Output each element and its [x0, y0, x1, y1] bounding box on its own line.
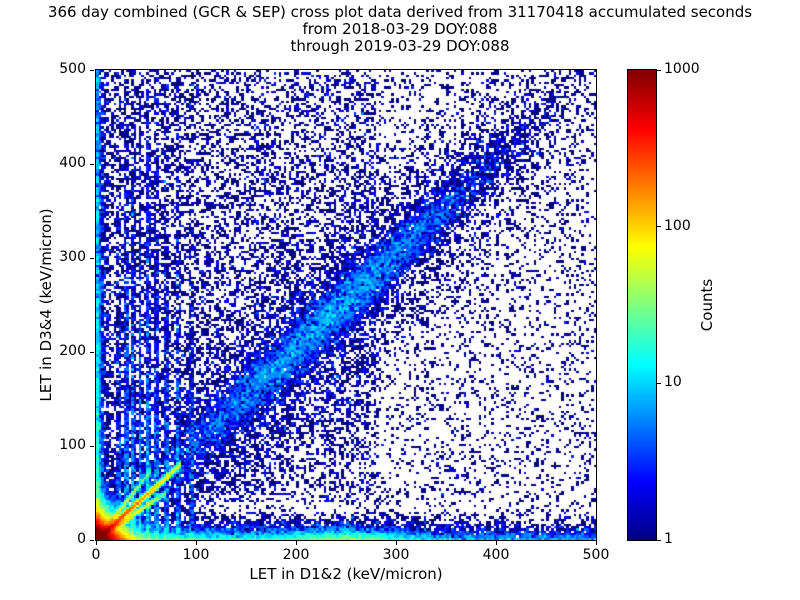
colorbar-tick-label: 100 [664, 217, 691, 234]
crossplot-canvas [96, 70, 596, 540]
y-tick-label: 200 [59, 343, 86, 359]
title-line-2: from 2018-03-29 DOY:088 [302, 20, 498, 38]
colorbar-label: Counts [698, 278, 716, 332]
y-tick-mark [90, 257, 94, 259]
x-tick-mark [195, 541, 197, 545]
colorbar-tick-mark [657, 539, 661, 541]
title-line-3: through 2019-03-29 DOY:088 [290, 37, 510, 55]
y-tick-label: 400 [59, 155, 86, 171]
x-tick-label: 200 [282, 547, 310, 563]
x-tick-mark [295, 541, 297, 545]
y-tick-mark [90, 445, 94, 447]
x-tick-label: 300 [382, 547, 410, 563]
x-tick-label: 400 [482, 547, 510, 563]
y-tick-label: 300 [59, 249, 86, 265]
colorbar-tick-label: 1000 [664, 61, 700, 77]
colorbar-tick-label: 1 [664, 531, 673, 547]
x-tick-mark [595, 541, 597, 545]
x-tick-mark [495, 541, 497, 545]
x-axis-label: LET in D1&2 (keV/micron) [249, 565, 443, 583]
title-line-1: 366 day combined (GCR & SEP) cross plot … [47, 3, 753, 21]
x-tick-label: 100 [182, 547, 210, 563]
chart-title: 366 day combined (GCR & SEP) cross plot … [0, 4, 800, 55]
x-tick-mark [395, 541, 397, 545]
colorbar-tick-label: 10 [664, 374, 682, 391]
y-tick-mark [90, 163, 94, 165]
x-tick-label: 0 [91, 547, 101, 563]
colorbar [627, 69, 657, 541]
colorbar-tick-mark [657, 382, 661, 384]
x-tick-label: 500 [582, 547, 610, 563]
y-tick-label: 100 [59, 437, 86, 453]
y-tick-mark [90, 539, 94, 541]
y-tick-mark [90, 69, 94, 71]
plot-area [95, 69, 597, 541]
y-tick-label: 500 [59, 61, 86, 77]
x-tick-mark [95, 541, 97, 545]
colorbar-tick-mark [657, 226, 661, 228]
y-tick-mark [90, 351, 94, 353]
colorbar-gradient-canvas [628, 70, 656, 540]
colorbar-tick-mark [657, 69, 661, 71]
y-axis-label: LET in D3&4 (keV/micron) [37, 208, 55, 402]
y-tick-label: 0 [77, 531, 86, 547]
